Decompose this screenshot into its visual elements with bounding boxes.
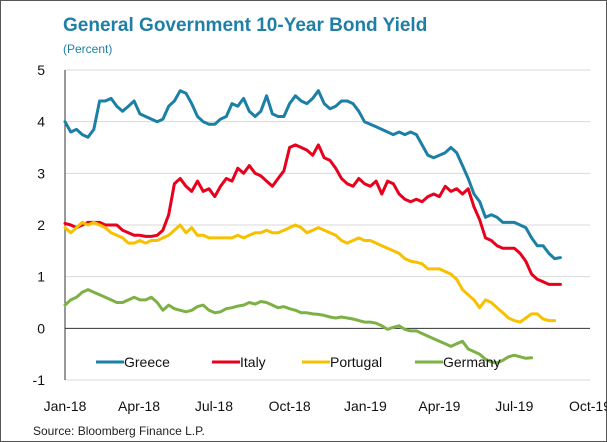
x-tick-label: Jul-19	[495, 398, 533, 414]
chart-subtitle: (Percent)	[63, 42, 113, 56]
x-tick-label: Apr-18	[118, 398, 160, 414]
chart-source: Source: Bloomberg Finance L.P.	[33, 424, 205, 438]
y-tick-label: 1	[37, 269, 45, 285]
y-tick-label: 0	[37, 320, 45, 336]
x-tick-label: Jul-18	[195, 398, 233, 414]
series-line-germany	[63, 288, 534, 365]
legend-label-greece: Greece	[124, 354, 170, 370]
y-tick-label: -1	[33, 372, 46, 388]
series-line-portugal	[63, 220, 557, 324]
legend-label-portugal: Portugal	[330, 354, 382, 370]
x-tick-label: Apr-19	[418, 398, 460, 414]
legend-label-germany: Germany	[443, 354, 501, 370]
series-line-greece	[63, 89, 562, 261]
series-line-italy	[63, 143, 562, 286]
y-tick-label: 3	[37, 165, 45, 181]
y-tick-label: 4	[37, 114, 45, 130]
legend-label-italy: Italy	[240, 354, 266, 370]
y-tick-label: 5	[37, 62, 45, 78]
x-tick-label: Jan-18	[44, 398, 87, 414]
chart-title: General Government 10-Year Bond Yield	[63, 15, 428, 36]
x-tick-label: Jan-19	[344, 398, 387, 414]
x-tick-label: Oct-19	[569, 398, 607, 414]
x-tick-label: Oct-18	[269, 398, 311, 414]
y-tick-label: 2	[37, 217, 45, 233]
